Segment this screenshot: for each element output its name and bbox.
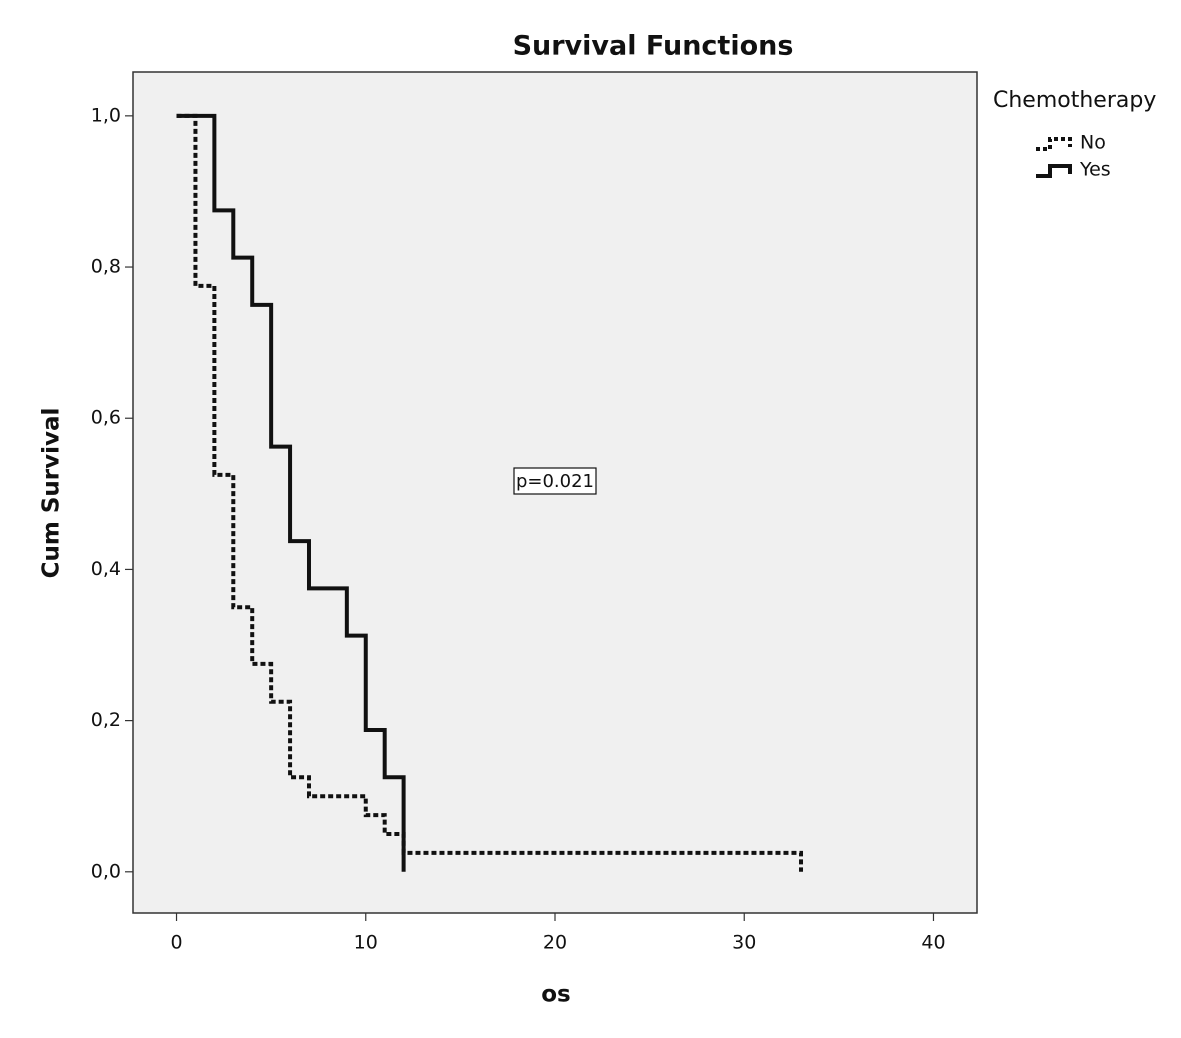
legend-swatch <box>1036 164 1072 178</box>
x-axis-title: os <box>541 982 571 1008</box>
legend-title: Chemotherapy <box>993 88 1156 113</box>
x-tick-label: 30 <box>732 932 756 954</box>
annotation: p=0.021 <box>516 471 594 492</box>
x-tick-label: 0 <box>170 932 182 954</box>
x-tick-label: 10 <box>354 932 378 954</box>
y-tick-label: 0,2 <box>91 709 121 731</box>
y-tick-label: 1,0 <box>91 104 121 126</box>
chart-title: Survival Functions <box>513 31 794 62</box>
x-tick-label: 20 <box>543 932 567 954</box>
survival-line <box>176 113 406 872</box>
survival-line <box>176 113 804 872</box>
y-axis-title: Cum Survival <box>39 408 65 579</box>
x-tick-label: 40 <box>921 932 945 954</box>
annotation-box <box>513 467 597 495</box>
legend-label: Yes <box>1079 159 1111 181</box>
y-tick-label: 0,4 <box>91 558 121 580</box>
legend-label: No <box>1080 132 1106 154</box>
y-tick-label: 0,8 <box>91 256 121 278</box>
legend-swatch <box>1036 137 1072 151</box>
y-tick-label: 0,0 <box>91 860 121 882</box>
y-tick-label: 0,6 <box>91 407 121 429</box>
